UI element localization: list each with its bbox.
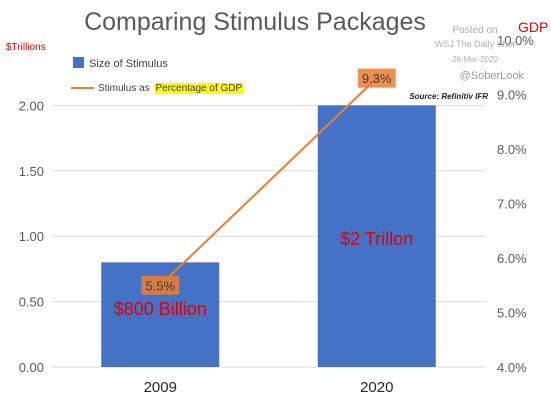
line-data-label: 9.3% [362, 71, 392, 86]
left-tick-label: 0.00 [19, 360, 44, 375]
bar-data-label: $800 Billion [114, 299, 207, 319]
right-axis-label: GDP [518, 19, 548, 35]
legend-line-label: Stimulus as Percentage of GDP [98, 83, 243, 94]
left-axis-label: $Trillions [6, 42, 46, 53]
right-tick-label: 8.0% [497, 142, 527, 157]
date-note: 26-Mar-2020 [452, 55, 498, 64]
legend-bar-label: Size of Stimulus [89, 58, 168, 70]
legend-bar-swatch [73, 57, 84, 68]
right-tick-label: 9.0% [497, 88, 527, 103]
right-tick-label: 7.0% [497, 197, 527, 212]
line-label-box [357, 68, 396, 88]
left-tick-label: 1.50 [19, 164, 44, 179]
bars [101, 105, 436, 368]
line-data-labels: 5.5% 9.3% [141, 68, 396, 295]
right-tick-label: 6.0% [497, 251, 527, 266]
legend-highlight [154, 83, 244, 94]
left-tick-label: 2.00 [19, 98, 44, 113]
handle-note: @SoberLook [459, 70, 524, 82]
bar [317, 105, 436, 368]
source-note: Source: Refinitiv IFR [409, 92, 488, 101]
line-path [159, 77, 378, 286]
right-tick-label: 10.0% [497, 33, 534, 48]
source-publication-note: WSJ The Daily Shot [434, 39, 516, 49]
left-tick-label: 1.00 [19, 229, 44, 244]
right-tick-label: 4.0% [497, 360, 527, 375]
posted-note: Posted on [452, 25, 498, 36]
line-data-label: 5.5% [145, 278, 175, 293]
x-tick-label: 2020 [360, 379, 393, 396]
bar-data-label: $2 Trillon [340, 229, 413, 249]
line-series [159, 77, 378, 286]
x-tick-label: 2009 [144, 379, 177, 396]
right-tick-label: 5.0% [497, 306, 527, 321]
left-tick-label: 0.50 [19, 295, 44, 310]
legend: Size of Stimulus Stimulus as Percentage … [71, 57, 244, 94]
right-axis-ticks: 4.0% 5.0% 6.0% 7.0% 8.0% 9.0% 10.0% [497, 33, 534, 375]
legend-line-highlight: Percentage of GDP [155, 83, 242, 94]
bar-data-labels: $800 Billion $2 Trillon [114, 229, 414, 319]
x-axis-ticks: 2009 2020 [144, 379, 394, 396]
chart-title: Comparing Stimulus Packages [84, 8, 426, 36]
line-label-box [141, 275, 180, 295]
left-axis-ticks: 0.00 0.50 1.00 1.50 2.00 [19, 98, 44, 375]
legend-line-prefix: Stimulus as [98, 83, 150, 94]
